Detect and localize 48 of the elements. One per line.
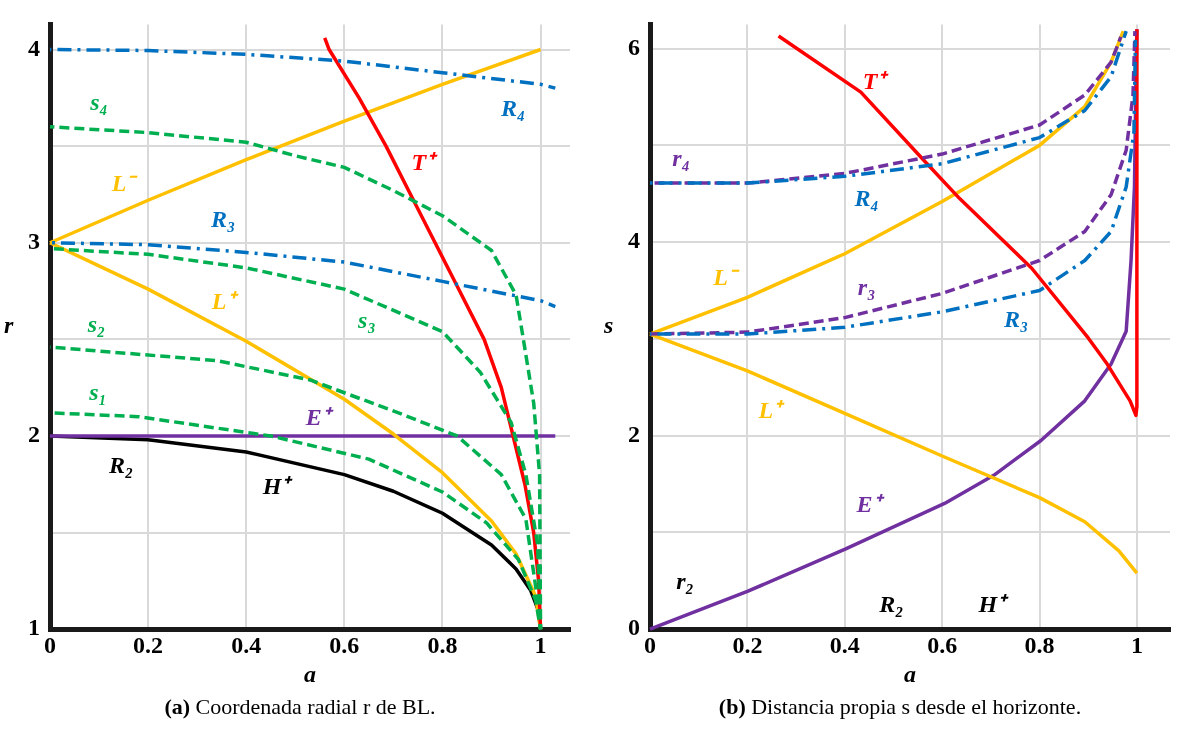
text: (b) Distancia propia s desde el horizonte. [717,694,1083,720]
series-label: R₄ [853,184,879,211]
series-label: R₄ [499,94,526,121]
series-label: H⁺ [261,473,294,500]
series-label: r₃ [857,273,876,300]
annotation: H⁺ [977,591,1010,618]
series-label: s₂ [86,311,106,338]
x-tick-label: 0.2 [732,631,763,658]
y-tick-label: 2 [628,420,640,447]
series-label: r₄ [672,145,691,172]
series-label: E⁺ [855,490,885,517]
text: (a) Coordenada radial r de BL. [163,694,437,720]
y-tick-label: 6 [628,33,640,60]
series-label: L⁻ [712,264,740,291]
x-axis-title: a [304,661,316,688]
x-tick-label: 1 [534,631,547,658]
series-label: L⁻ [110,169,139,196]
x-tick-label: 0.8 [427,631,458,658]
y-tick-label: 2 [28,421,40,448]
series-label: R₃ [209,205,236,232]
series-label: s₄ [89,88,108,115]
line-series [48,47,558,90]
y-tick-label: 4 [628,227,640,254]
series-label: T⁺ [862,67,890,94]
x-tick-label: 1 [1130,631,1143,658]
x-tick-label: 0.8 [1024,631,1055,658]
y-tick-label: 3 [28,227,40,254]
x-tick-label: 0.6 [329,631,360,658]
x-tick-label: 0.2 [133,631,164,658]
series-label: E⁺ [304,403,334,430]
y-tick-label: 4 [28,34,40,61]
series-label: s₁ [88,378,107,405]
series-label: s₃ [357,307,376,334]
y-axis-title: r [4,312,14,338]
annotation: R₂ [878,591,904,618]
annotation: R₂ [107,452,134,479]
x-tick-label: 0.4 [231,631,262,658]
series-label: L⁺ [210,287,239,314]
series-label: R₃ [1002,305,1029,332]
y-tick-label: 0 [628,614,640,641]
series-label: L⁺ [757,396,786,423]
y-axis-title: s [603,312,614,338]
y-tick-label: 1 [28,614,40,641]
annotation: r₂ [676,567,694,594]
x-tick-label: 0.6 [927,631,958,658]
series-label: T⁺ [411,148,439,175]
x-tick-label: 0.4 [829,631,860,658]
x-axis-title: a [904,661,916,688]
